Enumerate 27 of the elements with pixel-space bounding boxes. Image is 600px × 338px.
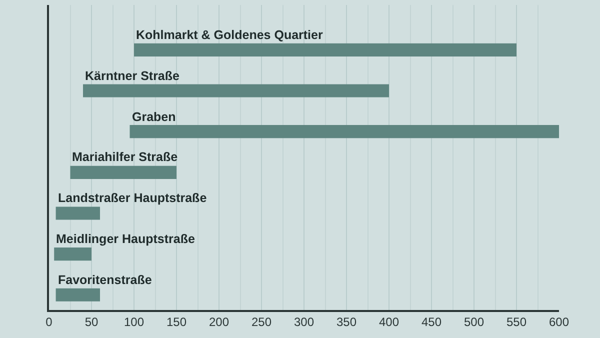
y-tick-label: Landstraßer Hauptstraße: [58, 191, 207, 205]
y-tick-label: Kohlmarkt & Goldenes Quartier: [136, 28, 323, 42]
bar: [70, 166, 176, 179]
x-tick-label: 400: [378, 315, 400, 330]
x-tick-label: 500: [464, 315, 484, 330]
y-tick-label: Meidlinger Hauptstraße: [56, 232, 195, 246]
y-tick-label: Graben: [132, 110, 176, 124]
bar: [56, 288, 100, 302]
x-tick-label: 250: [251, 315, 272, 330]
bar: [83, 84, 389, 98]
x-tick-label: 0: [46, 315, 53, 330]
x-tick-label: 100: [124, 315, 144, 330]
x-tick-label: 450: [421, 315, 442, 330]
bar: [130, 125, 559, 138]
x-tick-label: 600: [548, 315, 570, 330]
x-tick-label: 50: [84, 315, 98, 330]
x-tick-label: 300: [294, 315, 314, 330]
bar: [54, 248, 92, 261]
y-tick-label: Kärntner Straße: [85, 69, 180, 83]
y-tick-label: Mariahilfer Straße: [72, 150, 178, 164]
x-tick-label: 550: [506, 315, 527, 330]
x-tick-label: 200: [208, 315, 230, 330]
y-tick-label: Favoritenstraße: [58, 273, 152, 287]
bar: [134, 43, 516, 56]
bar: [56, 206, 100, 220]
x-tick-label: 350: [336, 315, 357, 330]
x-tick-label: 150: [166, 315, 187, 330]
